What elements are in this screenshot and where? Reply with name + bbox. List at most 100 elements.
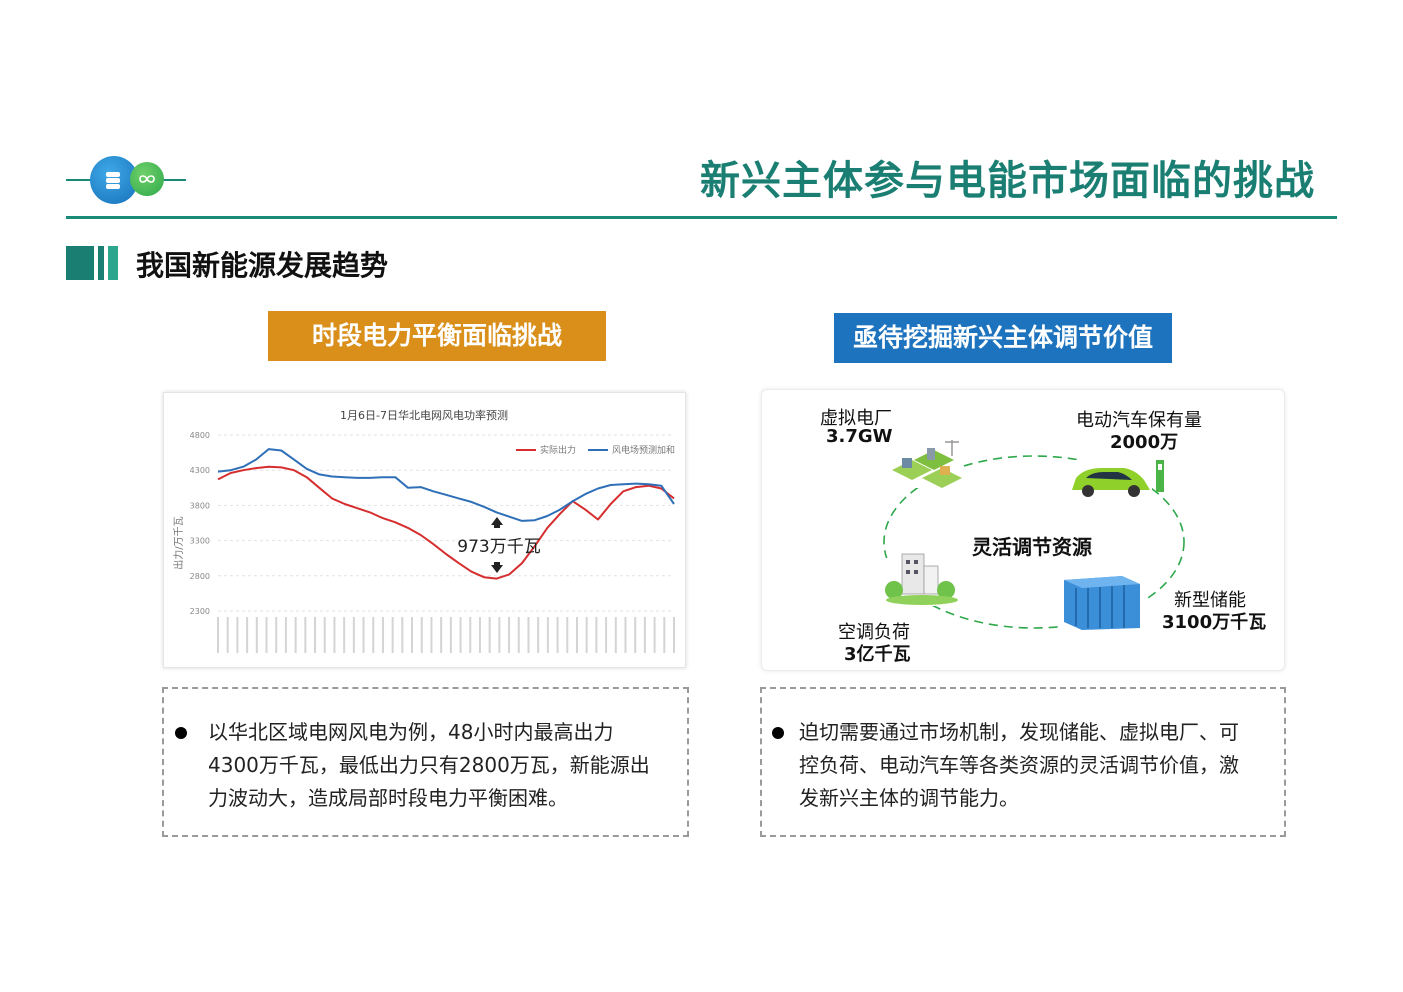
x-tick-mark — [381, 617, 384, 653]
x-tick-mark — [401, 617, 404, 653]
y-tick-label: 4800 — [190, 431, 210, 440]
x-tick-mark — [653, 617, 656, 653]
right-line-2: 控负荷、电动汽车等各类资源的灵活调节价值，激 — [799, 753, 1239, 777]
wind-power-chart-card: 1月6日-7日华北电网风电功率预测 出力/万千瓦 4800 4300 3800 330… — [163, 392, 686, 668]
resource-cycle-ring — [883, 455, 1185, 629]
x-tick-mark — [255, 617, 258, 653]
vpp-label: 虚拟电厂 — [820, 408, 892, 429]
x-tick-mark — [595, 617, 598, 653]
x-tick-mark — [508, 617, 511, 653]
right-line-1: 迫切需要通过市场机制，发现储能、虚拟电厂、可 — [799, 720, 1239, 744]
chart-ylabel: 出力/万千瓦 — [172, 516, 185, 569]
x-tick-mark — [411, 617, 414, 653]
building-icon — [884, 553, 960, 606]
x-tick-mark — [352, 617, 355, 653]
bullet-dot — [175, 727, 187, 739]
x-tick-mark — [663, 617, 666, 653]
chart-title: 1月6日-7日华北电网风电功率预测 — [340, 408, 508, 422]
infinity-icon — [130, 162, 164, 196]
left-line-2: 4300万千瓦，最低出力只有2800万瓦，新能源出 — [208, 753, 650, 777]
flexible-resources-diagram: 虚拟电厂 3.7GW 电动汽车保有量 2000万 灵活调节资源 新型储能 310… — [761, 389, 1285, 671]
legend-label-2: 风电场预测加和 — [612, 444, 675, 456]
x-tick-mark — [275, 617, 278, 653]
x-tick-mark — [236, 617, 239, 653]
energy-storage-icon — [1058, 570, 1148, 630]
x-tick-mark — [498, 617, 501, 653]
x-tick-mark — [673, 617, 675, 653]
x-tick-mark — [566, 617, 569, 653]
left-description: 以华北区域电网风电为例，48小时内最高出力 4300万千瓦，最低出力只有2800… — [208, 716, 688, 815]
page-title: 新兴主体参与电能市场面临的挑战 — [700, 158, 1315, 204]
arrow-down-icon — [491, 565, 503, 573]
x-tick-mark — [333, 617, 336, 653]
electric-car-icon — [1062, 460, 1164, 500]
title-divider — [66, 216, 1337, 219]
right-description-box: 迫切需要通过市场机制，发现储能、虚拟电厂、可 控负荷、电动汽车等各类资源的灵活调… — [760, 687, 1286, 837]
x-tick-mark — [459, 617, 462, 653]
x-tick-mark — [517, 617, 520, 653]
x-tick-mark — [527, 617, 530, 653]
x-tick-mark — [624, 617, 627, 653]
x-tick-mark — [226, 617, 229, 653]
x-tick-mark — [217, 617, 219, 653]
x-tick-mark — [246, 617, 249, 653]
x-tick-mark — [304, 617, 307, 653]
left-line-1: 以华北区域电网风电为例，48小时内最高出力 — [208, 720, 614, 744]
series-line-2 — [217, 448, 675, 522]
storage-value: 3100万千瓦 — [1162, 612, 1267, 633]
x-tick-mark — [605, 617, 608, 653]
x-tick-mark — [585, 617, 588, 653]
database-icon — [90, 156, 138, 204]
series-line-1 — [217, 465, 675, 580]
section-marker — [66, 246, 118, 280]
right-description: 迫切需要通过市场机制，发现储能、虚拟电厂、可 控负荷、电动汽车等各类资源的灵活调… — [799, 716, 1284, 815]
arrow-up-icon — [491, 517, 503, 525]
legend-label-1: 实际出力 — [540, 444, 576, 456]
bullet-dot — [772, 727, 784, 739]
chart-annotation: 973万千瓦 — [457, 537, 540, 557]
ac-load-value: 3亿千瓦 — [844, 644, 911, 665]
x-tick-mark — [265, 617, 268, 653]
y-tick-label: 4300 — [190, 466, 210, 475]
x-tick-mark — [614, 617, 617, 653]
left-description-box: 以华北区域电网风电为例，48小时内最高出力 4300万千瓦，最低出力只有2800… — [162, 687, 689, 837]
storage-label: 新型储能 — [1174, 590, 1246, 611]
center-label: 灵活调节资源 — [972, 535, 1092, 559]
y-tick-label: 3800 — [190, 501, 210, 510]
virtual-power-plant-icon — [888, 440, 962, 488]
x-tick-mark — [546, 617, 549, 653]
ev-label: 电动汽车保有量 — [1076, 410, 1202, 431]
x-tick-mark — [440, 617, 443, 653]
y-tick-label: 3300 — [190, 537, 210, 546]
x-tick-mark — [294, 617, 297, 653]
x-tick-mark — [343, 617, 346, 653]
x-tick-mark — [478, 617, 481, 653]
x-tick-mark — [420, 617, 423, 653]
y-tick-label: 2800 — [190, 572, 210, 581]
x-tick-mark — [372, 617, 375, 653]
right-subheading-badge: 亟待挖掘新兴主体调节价值 — [834, 313, 1172, 363]
vpp-value: 3.7GW — [826, 426, 893, 447]
ev-value: 2000万 — [1110, 432, 1179, 453]
x-tick-mark — [556, 617, 559, 653]
x-tick-mark — [575, 617, 578, 653]
x-tick-mark — [488, 617, 491, 653]
wind-power-chart: 1月6日-7日华北电网风电功率预测 出力/万千瓦 4800 4300 3800 330… — [172, 408, 675, 653]
x-tick-mark — [362, 617, 365, 653]
x-tick-mark — [449, 617, 452, 653]
x-tick-mark — [314, 617, 317, 653]
x-tick-mark — [469, 617, 472, 653]
y-tick-label: 2300 — [190, 607, 210, 616]
ac-load-label: 空调负荷 — [838, 622, 910, 643]
x-tick-mark — [643, 617, 646, 653]
left-subheading-badge: 时段电力平衡面临挑战 — [268, 311, 606, 361]
chart-annotation-group: 973万千瓦 — [457, 517, 541, 573]
section-title: 我国新能源发展趋势 — [136, 249, 389, 282]
x-tick-mark — [391, 617, 394, 653]
x-tick-mark — [323, 617, 326, 653]
x-tick-mark — [430, 617, 433, 653]
x-tick-mark — [284, 617, 287, 653]
right-line-3: 发新兴主体的调节能力。 — [799, 786, 1019, 810]
left-line-3: 力波动大，造成局部时段电力平衡困难。 — [208, 786, 568, 810]
x-tick-mark — [537, 617, 540, 653]
